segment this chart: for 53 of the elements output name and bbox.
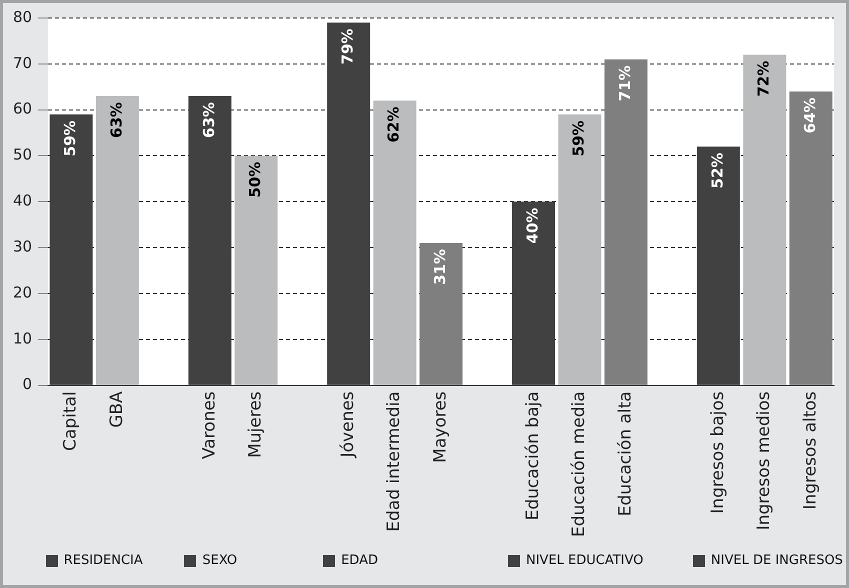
bar xyxy=(188,96,232,385)
y-tick-label: 40 xyxy=(12,192,32,210)
data-label: 31% xyxy=(430,248,449,285)
x-tick-label: Ingresos bajos xyxy=(708,391,728,514)
data-label: 72% xyxy=(754,60,773,97)
text: RESIDENCIA xyxy=(64,553,143,568)
data-label: 62% xyxy=(384,106,403,143)
bar xyxy=(420,242,463,385)
data-label: 40% xyxy=(523,208,542,244)
bar xyxy=(558,114,602,385)
bar xyxy=(743,54,786,385)
y-tick-label: 80 xyxy=(12,8,32,26)
x-tick-label: Educación media xyxy=(569,391,590,537)
text: NIVEL EDUCATIVO xyxy=(526,553,644,568)
y-tick-label: 10 xyxy=(12,329,32,348)
bar xyxy=(604,59,648,385)
x-tick-label: Educación baja xyxy=(522,391,543,520)
data-label: 52% xyxy=(708,152,726,188)
text: SEXO xyxy=(202,553,238,568)
x-tick-label: Ingresos medios xyxy=(754,391,774,530)
y-tick-label: 30 xyxy=(12,237,32,256)
x-tick-label: Capital xyxy=(60,391,81,451)
x-tick-label: Ingresos altos xyxy=(800,391,820,510)
data-label: 59% xyxy=(61,120,80,156)
x-tick-label: Jóvenes xyxy=(338,391,358,458)
bar xyxy=(234,156,278,385)
x-tick-label: GBA xyxy=(106,390,127,428)
x-tick-label: Edad intermedia xyxy=(384,391,404,532)
text: NIVEL DE INGRESOS xyxy=(710,553,843,568)
x-tick-label: Mujeres xyxy=(246,391,266,458)
bar xyxy=(373,100,416,385)
x-tick-label: Educación alta xyxy=(615,391,636,516)
y-tick-label: 50 xyxy=(12,146,32,164)
y-tick-label: 20 xyxy=(12,283,32,302)
x-tick-label: Varones xyxy=(199,391,220,460)
bar xyxy=(512,202,555,385)
data-label: 63% xyxy=(200,102,218,138)
y-tick-label: 0 xyxy=(22,375,32,394)
bar xyxy=(50,114,93,385)
data-label: 79% xyxy=(338,28,356,64)
bar xyxy=(789,91,832,385)
bar xyxy=(327,22,370,385)
x-tick-label: Mayores xyxy=(430,391,450,463)
y-tick-label: 60 xyxy=(12,100,32,118)
data-label: 50% xyxy=(246,162,264,198)
text: EDAD xyxy=(341,553,378,568)
data-label: 63% xyxy=(107,102,126,138)
data-label: 64% xyxy=(800,97,819,134)
data-label: 71% xyxy=(616,65,634,102)
y-tick-label: 70 xyxy=(12,54,32,72)
bar xyxy=(96,96,139,385)
data-label: 59% xyxy=(570,120,588,156)
bar xyxy=(696,146,740,385)
